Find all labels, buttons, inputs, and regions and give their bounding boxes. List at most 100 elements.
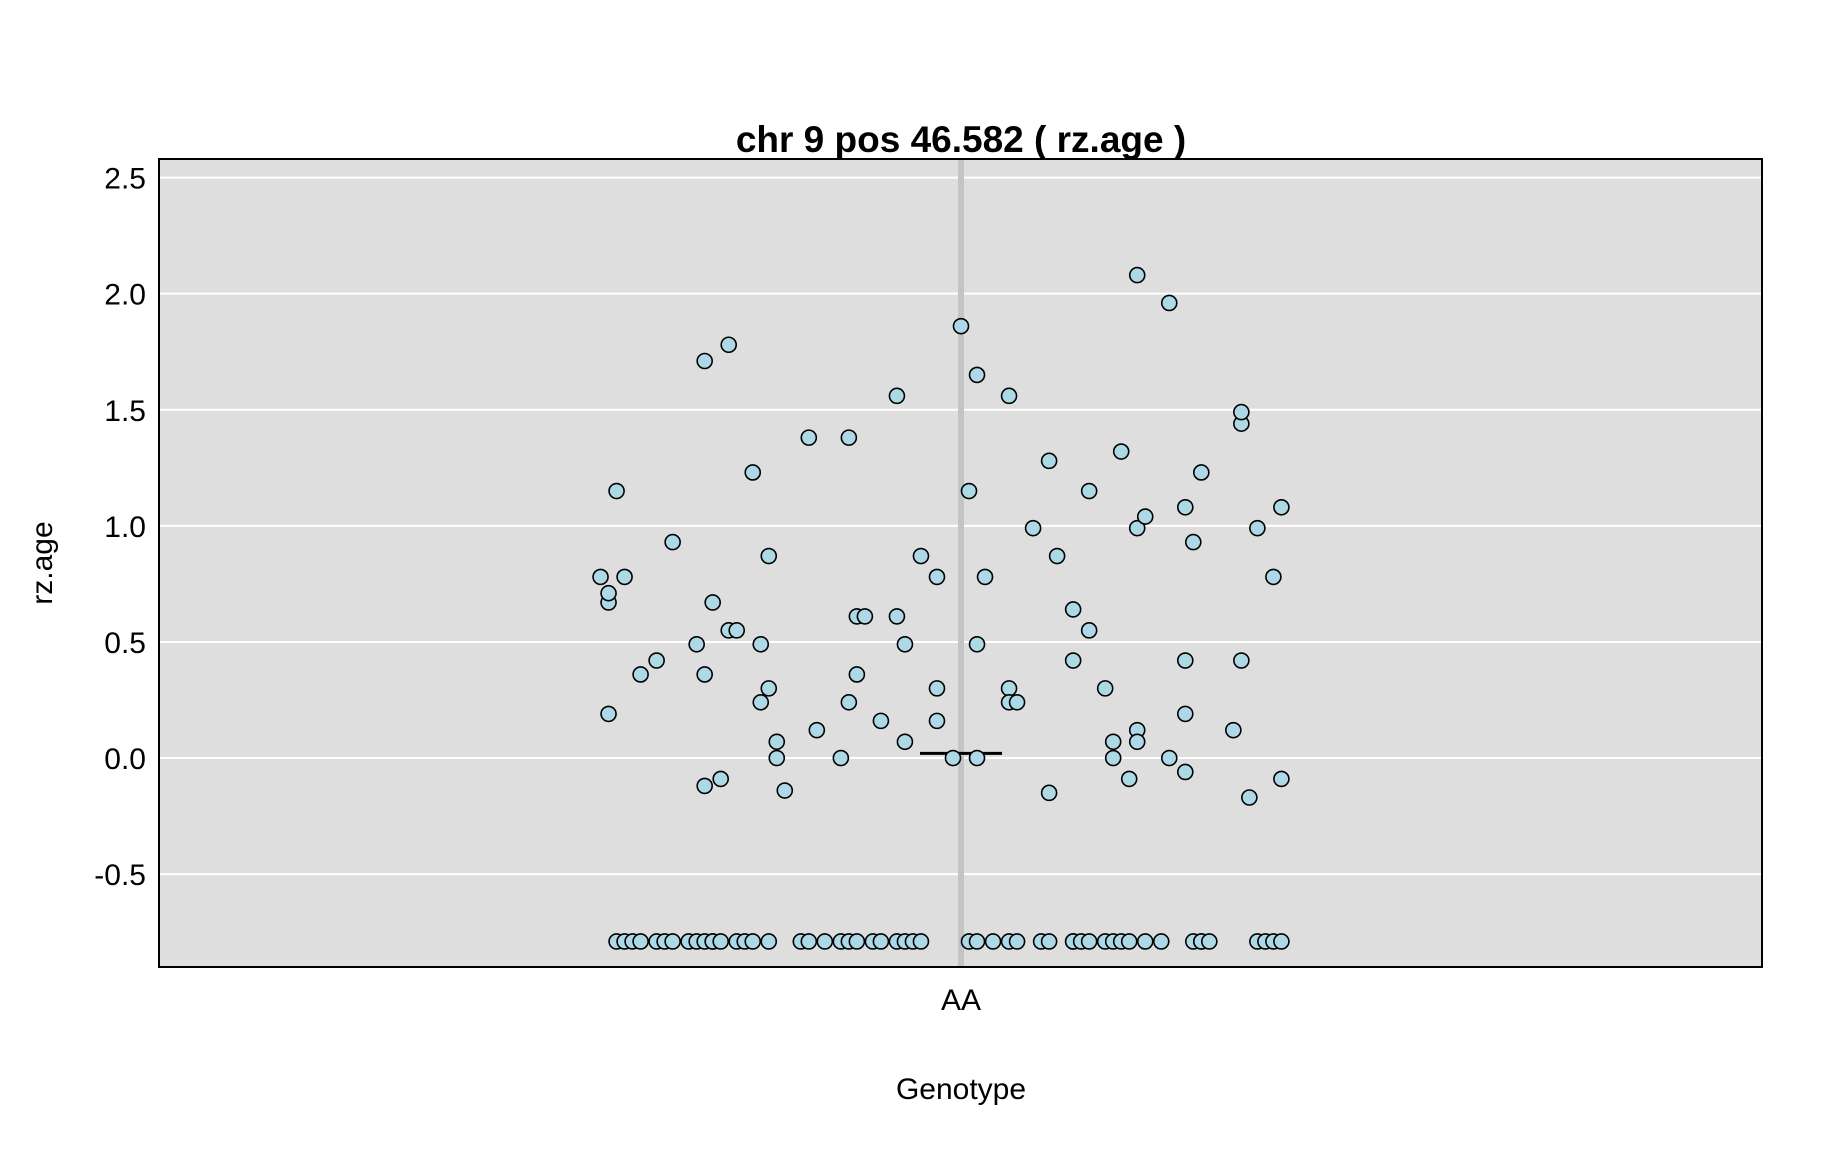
data-point — [648, 652, 665, 669]
data-point — [776, 782, 794, 799]
missing-value-point — [800, 933, 818, 950]
data-point — [976, 568, 994, 586]
data-point — [592, 568, 609, 586]
x-axis-label: Genotype — [896, 1073, 1026, 1106]
missing-value-point — [744, 933, 762, 950]
data-point — [744, 464, 762, 481]
data-point — [968, 366, 986, 384]
data-point — [632, 666, 649, 683]
data-point — [912, 547, 930, 565]
data-point — [1184, 533, 1202, 551]
data-point — [896, 733, 914, 751]
data-point — [1176, 705, 1194, 723]
data-point — [1104, 733, 1122, 751]
missing-value-point — [984, 933, 1002, 950]
data-point — [1136, 508, 1154, 525]
data-point — [720, 336, 738, 354]
data-point — [600, 705, 617, 723]
data-point — [1120, 770, 1138, 788]
data-point — [1225, 721, 1242, 739]
data-point — [608, 482, 625, 500]
data-point — [896, 635, 914, 653]
missing-value-point — [632, 933, 649, 950]
data-point — [1176, 763, 1194, 781]
y-tick-label: 0.5 — [104, 627, 146, 660]
data-point — [728, 622, 746, 639]
missing-value-point — [664, 933, 681, 950]
data-point — [888, 608, 906, 625]
data-point — [1080, 622, 1098, 639]
data-point — [1160, 749, 1178, 767]
y-tick-label: 0.0 — [104, 743, 146, 776]
data-point — [696, 777, 713, 795]
data-point — [1024, 519, 1042, 537]
data-point — [968, 635, 986, 653]
data-point — [1096, 680, 1114, 697]
data-point — [832, 749, 850, 767]
data-point — [688, 635, 705, 653]
data-point — [1273, 498, 1290, 516]
data-point — [1233, 652, 1250, 669]
data-point — [752, 635, 770, 653]
data-point — [712, 770, 730, 788]
data-point — [1233, 403, 1250, 421]
data-point — [768, 749, 786, 767]
data-point — [760, 680, 778, 697]
data-point — [848, 666, 866, 683]
data-point — [1176, 652, 1194, 669]
y-tick-label: 2.5 — [104, 163, 146, 196]
data-point — [1064, 652, 1082, 669]
data-point — [1080, 482, 1098, 500]
data-point — [1273, 770, 1290, 788]
missing-value-point — [1080, 933, 1098, 950]
y-tick-label: 2.0 — [104, 279, 146, 312]
data-point — [928, 568, 946, 586]
missing-value-point — [712, 933, 730, 950]
y-tick-label: 1.0 — [104, 511, 146, 544]
data-point — [872, 712, 890, 730]
data-point — [1176, 498, 1194, 516]
data-points — [592, 266, 1290, 950]
data-point — [760, 547, 778, 565]
data-point — [944, 749, 962, 767]
data-point — [664, 533, 681, 551]
missing-value-point — [816, 933, 834, 950]
data-point — [1040, 452, 1058, 470]
data-point — [1160, 294, 1178, 312]
data-point — [704, 594, 721, 611]
data-point — [1265, 568, 1282, 586]
plot-frame — [158, 158, 1763, 968]
y-tick-label: -0.5 — [94, 859, 146, 892]
data-point — [840, 429, 858, 446]
data-point — [1249, 519, 1266, 537]
data-point — [856, 608, 874, 625]
missing-value-point — [1040, 933, 1058, 950]
x-axis-ticks: AA — [941, 984, 981, 1017]
missing-value-point — [872, 933, 890, 950]
data-point — [616, 568, 633, 586]
data-point — [952, 317, 970, 335]
data-point — [752, 694, 770, 711]
missing-value-point — [1273, 933, 1290, 950]
data-point — [1000, 680, 1018, 697]
data-point — [600, 584, 617, 602]
data-point — [1128, 266, 1146, 284]
missing-value-point — [848, 933, 866, 950]
missing-value-point — [760, 933, 778, 950]
y-axis-label: rz.age — [26, 521, 59, 604]
data-point — [696, 666, 713, 683]
y-tick-label: 1.5 — [104, 395, 146, 428]
missing-value-point — [968, 933, 986, 950]
data-point — [1000, 387, 1018, 405]
data-point — [1193, 464, 1210, 481]
data-point — [768, 733, 786, 751]
data-point — [808, 721, 826, 739]
missing-value-point — [1152, 933, 1170, 950]
data-point — [928, 680, 946, 697]
data-point — [1048, 547, 1066, 565]
chart-title: chr 9 pos 46.582 ( rz.age ) — [736, 119, 1186, 160]
data-point — [800, 429, 818, 446]
missing-value-point — [1201, 933, 1218, 950]
y-axis-ticks: -0.5 0.0 0.5 1.0 1.5 2.0 2.5 — [94, 163, 146, 893]
data-point — [1008, 694, 1026, 711]
